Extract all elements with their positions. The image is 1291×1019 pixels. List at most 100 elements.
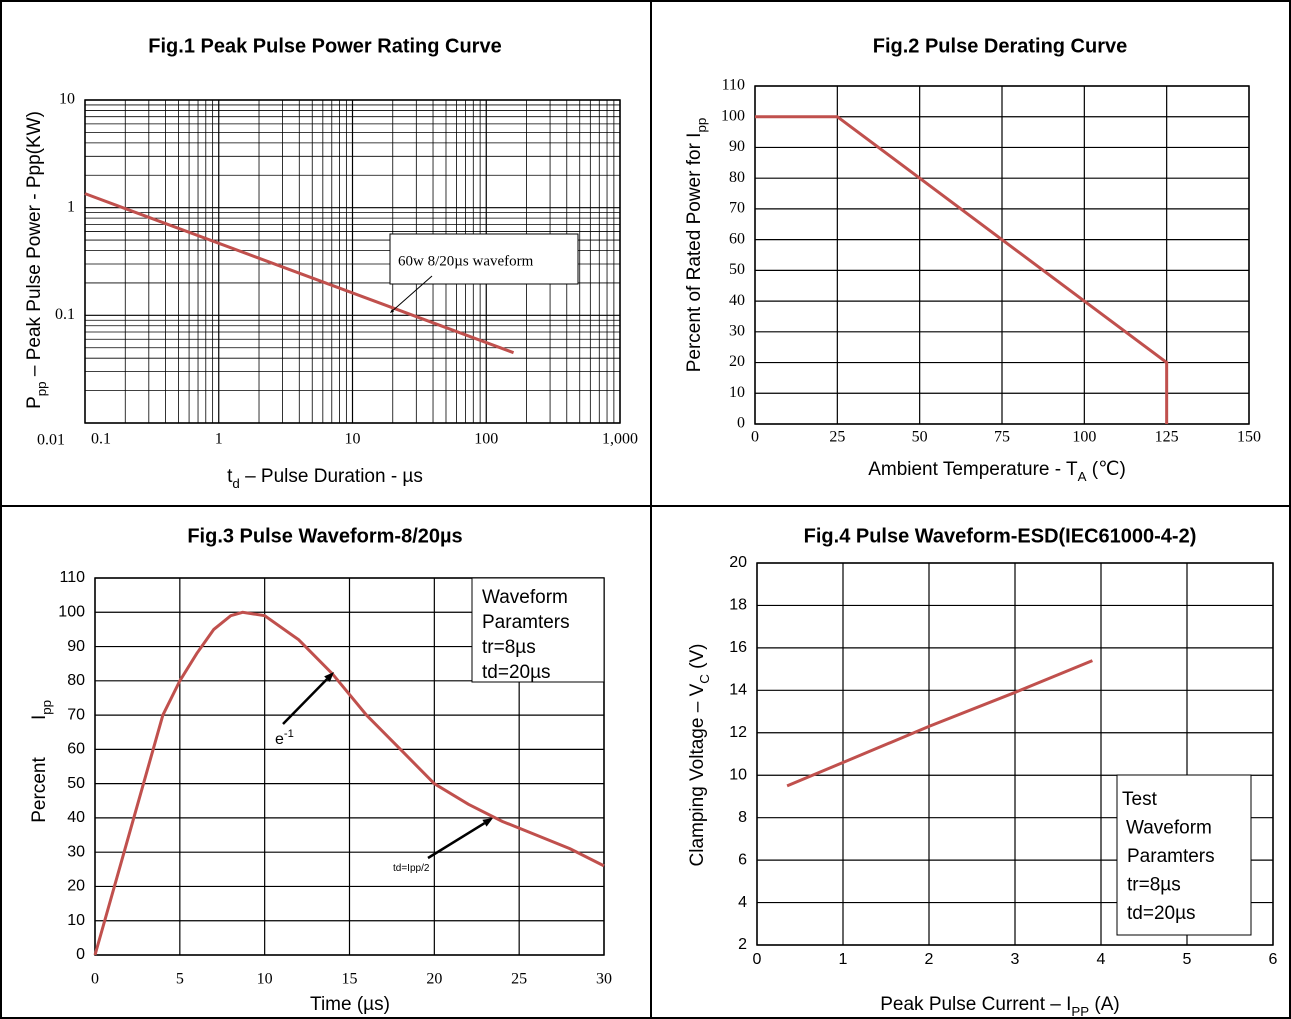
y-axis-label-part: P: [24, 396, 45, 409]
chart-title: Fig.4 Pulse Waveform-ESD(IEC61000-4-2): [804, 525, 1197, 547]
y-axis-label: Ipp: [29, 700, 54, 720]
y-tick-label: 8: [738, 809, 747, 826]
y-tick-label: 100: [721, 107, 745, 124]
y-tick-label: 10: [729, 384, 745, 401]
y-tick-label: 1: [67, 198, 75, 215]
y-axis-label-part: I: [29, 715, 50, 720]
x-axis-label-part: Peak Pulse Current – I: [880, 994, 1071, 1015]
y-tick-label: 80: [67, 672, 85, 689]
y-tick-label: 40: [67, 809, 85, 826]
x-axis-label-part: A: [1078, 469, 1087, 484]
y-axis-label-part: C: [697, 674, 712, 684]
y-axis-label: Clamping Voltage – VC (V): [687, 644, 712, 867]
y-tick-label: 0: [737, 415, 745, 432]
x-axis-label-part: Time (µs): [310, 994, 390, 1015]
chart-title: Fig.3 Pulse Waveform-8/20µs: [187, 525, 462, 547]
annotation-part: -1: [284, 728, 294, 740]
x-tick-label: 0: [751, 429, 759, 446]
y-tick-label: 14: [729, 682, 747, 699]
x-tick-label: 150: [1237, 429, 1261, 446]
arrow: [282, 678, 328, 725]
x-tick-label: 125: [1155, 429, 1179, 446]
y-tick-label: 30: [729, 322, 745, 339]
y-tick-label: 10: [67, 912, 85, 929]
legend-box: [1116, 774, 1252, 936]
y-axis-label-part: – Peak Pulse Power - Ppp(KW): [24, 111, 45, 381]
y-tick-label: 10: [729, 766, 747, 783]
annotation-part: td=Ipp/2: [393, 863, 430, 874]
legend-text: tr=8µs: [482, 637, 536, 658]
x-axis-label-part: (℃): [1087, 459, 1126, 480]
annotation-box: [389, 233, 579, 285]
x-axis-label: Time (µs): [310, 994, 390, 1015]
y-tick-label: 0.1: [55, 306, 75, 323]
data-line: [84, 192, 515, 355]
x-tick-label: 25: [829, 429, 845, 446]
x-tick-label: 30: [596, 971, 612, 988]
y-tick-label: 100: [58, 603, 85, 620]
plot-area: [754, 85, 1250, 425]
legend-text: Test: [1122, 789, 1158, 810]
y-axis-label-part: (V): [687, 644, 708, 675]
legend-text: td=20µs: [1127, 903, 1196, 924]
arrow: [392, 275, 433, 311]
y-axis-label-part: Percent of Rated Power for I: [684, 133, 705, 373]
y-tick-label: 90: [729, 138, 745, 155]
y-tick-label: 12: [729, 724, 747, 741]
y-tick-label: 4: [738, 894, 747, 911]
x-tick-label: 100: [474, 431, 498, 448]
y-tick-label: 6: [738, 851, 747, 868]
y-tick-label: 90: [67, 638, 85, 655]
x-tick-label: 5: [1183, 951, 1192, 968]
y-tick-label: 30: [67, 843, 85, 860]
x-tick-label: 1: [839, 951, 848, 968]
y-tick-label: 50: [729, 261, 745, 278]
x-axis-label: Ambient Temperature - TA (℃): [868, 459, 1126, 484]
plot-area: [756, 562, 1274, 946]
x-axis-label-part: PP: [1071, 1004, 1089, 1019]
y-tick-label: 20: [729, 554, 747, 571]
x-axis-label-part: Ambient Temperature - T: [868, 459, 1078, 480]
legend-text: Waveform: [1126, 818, 1212, 839]
legend-text: Waveform: [482, 587, 568, 608]
plot-area: [94, 577, 605, 956]
x-tick-label: 100: [1072, 429, 1096, 446]
x-axis-label-part: (A): [1089, 994, 1120, 1015]
y-tick-label: 110: [59, 569, 85, 586]
annotation: 60w 8/20µs waveform: [398, 253, 534, 269]
y-tick-label: 18: [729, 597, 747, 614]
arrow: [427, 822, 486, 860]
y-tick-label: 50: [67, 775, 85, 792]
data-line: [93, 610, 605, 956]
x-tick-label: 15: [342, 971, 358, 988]
legend-text: Paramters: [1127, 846, 1215, 867]
y-axis-label-part: pp: [34, 381, 49, 396]
y-tick-label: 0: [76, 946, 85, 963]
x-tick-label: 6: [1269, 951, 1278, 968]
legend-text: Paramters: [482, 612, 570, 633]
arrow-head: [324, 672, 334, 682]
y-tick-label: 2: [738, 936, 747, 953]
x-tick-label: 0.1: [91, 431, 111, 448]
annotation-part: e: [275, 731, 284, 748]
x-tick-label: 0: [91, 971, 99, 988]
x-tick-label: 1: [215, 431, 223, 448]
y-axis-label: Percent of Rated Power for Ipp: [684, 118, 709, 373]
data-line: [755, 115, 1169, 424]
x-tick-label: 75: [994, 429, 1010, 446]
y-tick-label: 40: [729, 292, 745, 309]
chart-title: Fig.2 Pulse Derating Curve: [873, 35, 1128, 57]
data-line: [786, 659, 1093, 788]
y-tick-label: 110: [722, 77, 745, 94]
plot-area: [84, 99, 621, 424]
x-axis-label-part: – Pulse Duration - µs: [240, 466, 423, 487]
chart-title: Fig.1 Peak Pulse Power Rating Curve: [148, 35, 501, 57]
y-tick-label: 60: [67, 741, 85, 758]
y-tick-label: 0.01: [37, 432, 65, 449]
y-tick-label: 20: [67, 878, 85, 895]
x-tick-label: 25: [511, 971, 527, 988]
y-tick-label: 20: [729, 353, 745, 370]
x-tick-label: 20: [426, 971, 442, 988]
